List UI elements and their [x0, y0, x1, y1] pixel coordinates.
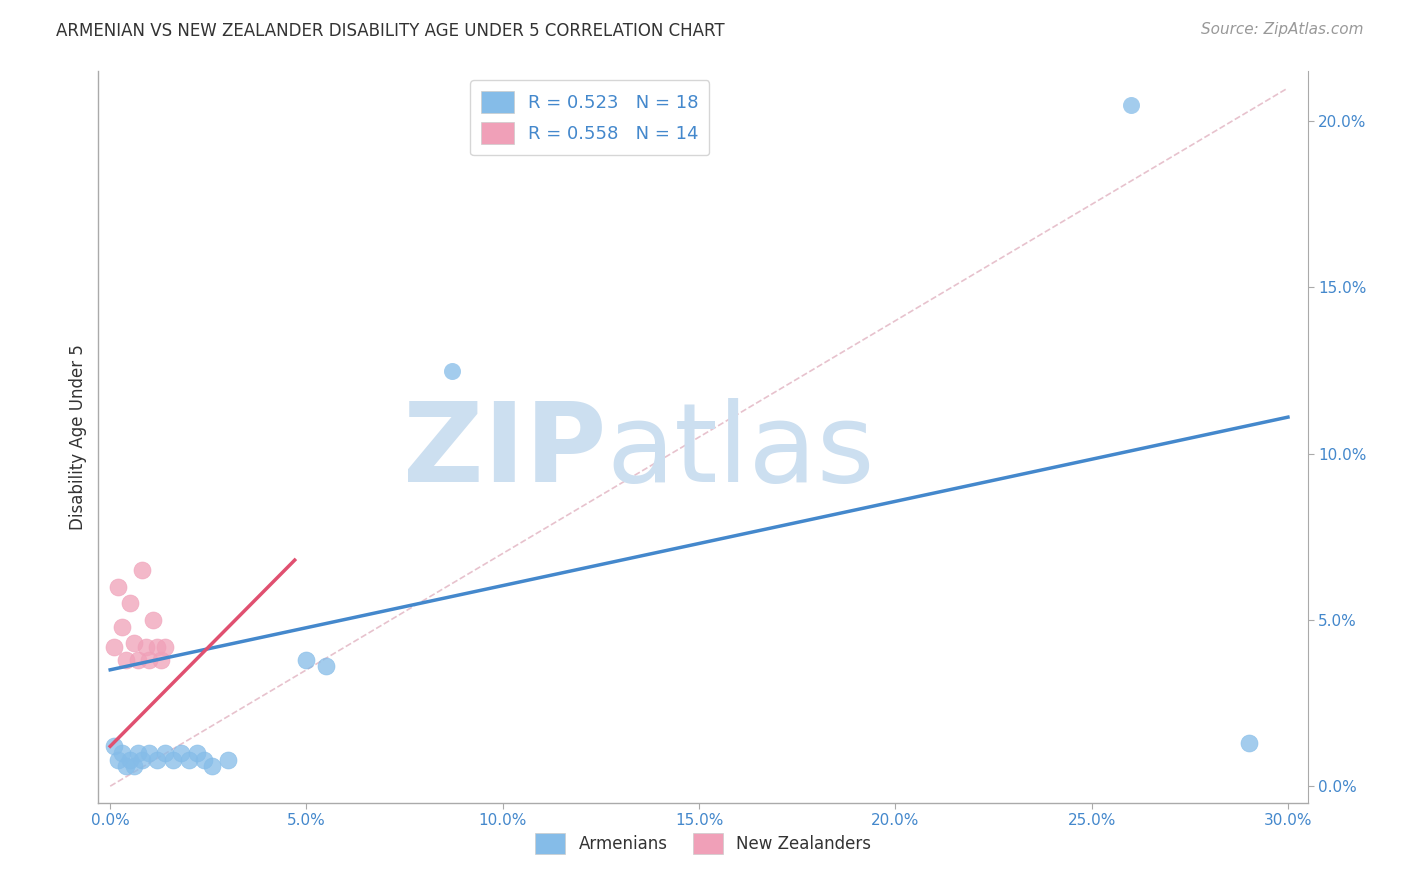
Point	[103, 640, 125, 654]
Point	[1237, 736, 1260, 750]
Point	[127, 746, 149, 760]
Point	[146, 640, 169, 654]
Point	[111, 619, 134, 633]
Point	[122, 759, 145, 773]
Point	[146, 753, 169, 767]
Point	[153, 640, 176, 654]
Legend: Armenians, New Zealanders: Armenians, New Zealanders	[529, 827, 877, 860]
Point	[103, 739, 125, 754]
Point	[295, 653, 318, 667]
Point	[142, 613, 165, 627]
Point	[1119, 97, 1142, 112]
Y-axis label: Disability Age Under 5: Disability Age Under 5	[69, 344, 87, 530]
Point	[111, 746, 134, 760]
Text: ZIP: ZIP	[404, 398, 606, 505]
Point	[135, 640, 157, 654]
Text: atlas: atlas	[606, 398, 875, 505]
Point	[131, 563, 153, 577]
Point	[315, 659, 337, 673]
Text: Source: ZipAtlas.com: Source: ZipAtlas.com	[1201, 22, 1364, 37]
Point	[440, 363, 463, 377]
Point	[162, 753, 184, 767]
Point	[201, 759, 224, 773]
Point	[107, 580, 129, 594]
Point	[170, 746, 193, 760]
Point	[115, 653, 138, 667]
Point	[138, 653, 160, 667]
Point	[107, 753, 129, 767]
Point	[118, 596, 141, 610]
Point	[127, 653, 149, 667]
Point	[138, 746, 160, 760]
Point	[115, 759, 138, 773]
Point	[186, 746, 208, 760]
Text: ARMENIAN VS NEW ZEALANDER DISABILITY AGE UNDER 5 CORRELATION CHART: ARMENIAN VS NEW ZEALANDER DISABILITY AGE…	[56, 22, 725, 40]
Point	[118, 753, 141, 767]
Point	[217, 753, 239, 767]
Point	[150, 653, 173, 667]
Point	[122, 636, 145, 650]
Point	[153, 746, 176, 760]
Point	[193, 753, 215, 767]
Point	[131, 753, 153, 767]
Point	[177, 753, 200, 767]
